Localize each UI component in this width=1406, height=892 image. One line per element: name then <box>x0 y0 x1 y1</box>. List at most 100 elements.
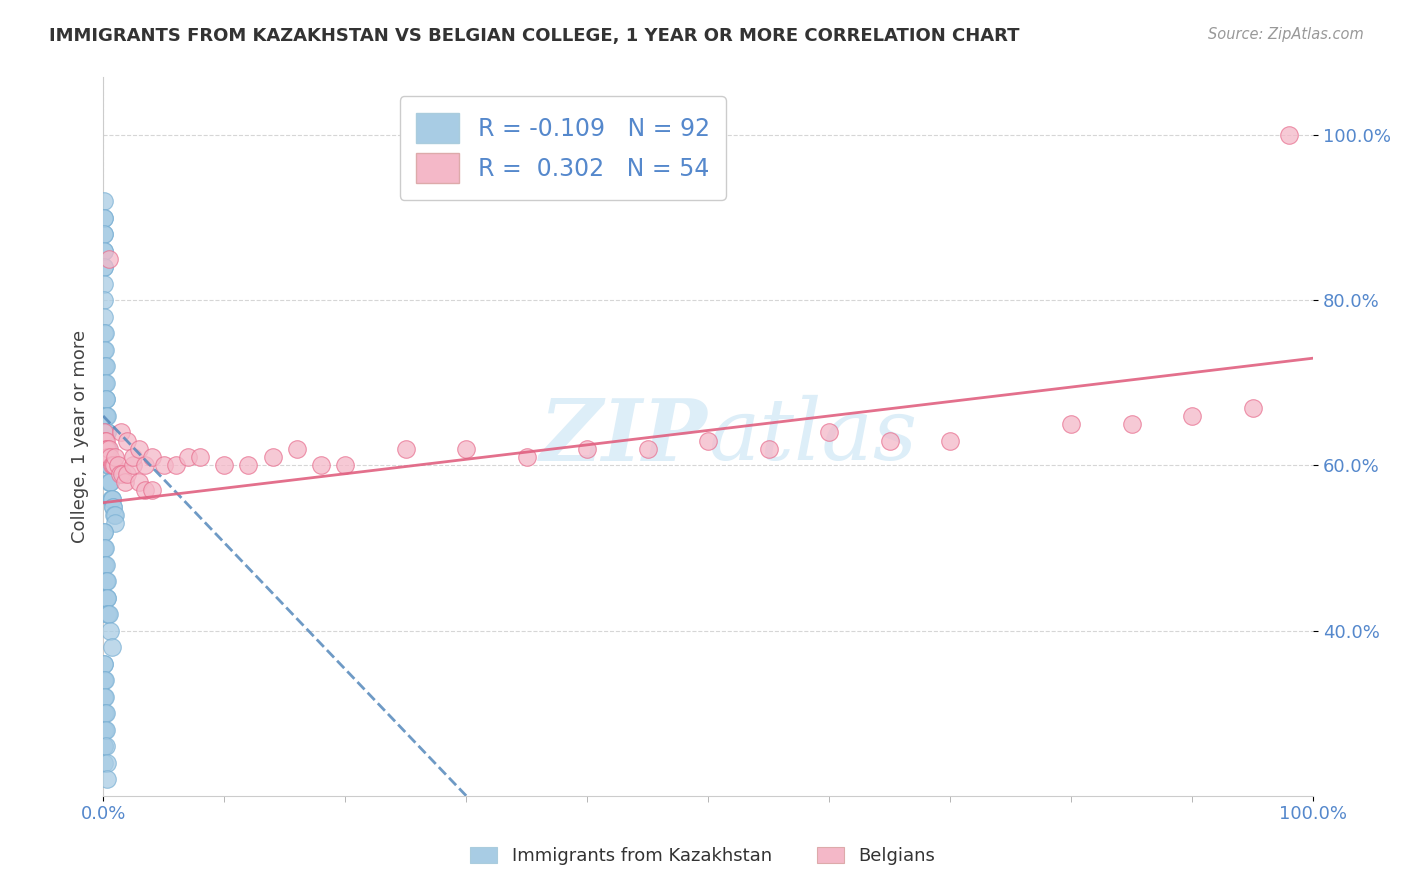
Point <box>98 475 121 489</box>
Point <box>110 425 132 440</box>
Point <box>93 211 115 225</box>
Point <box>94 558 117 572</box>
Point <box>576 442 599 456</box>
Point <box>101 458 124 473</box>
Point <box>93 558 115 572</box>
Point <box>96 392 118 407</box>
Point <box>93 260 115 275</box>
Point <box>103 500 125 514</box>
Point <box>516 450 538 465</box>
Point <box>101 500 124 514</box>
Point <box>758 442 780 456</box>
Point <box>93 376 115 390</box>
Point <box>98 475 121 489</box>
Point <box>637 442 659 456</box>
Point <box>100 491 122 506</box>
Point <box>100 475 122 489</box>
Point <box>93 657 115 671</box>
Point <box>96 607 118 621</box>
Point <box>117 434 139 448</box>
Point <box>100 640 122 654</box>
Point <box>96 425 118 440</box>
Point <box>94 392 117 407</box>
Point <box>93 541 115 555</box>
Point <box>93 293 115 308</box>
Point <box>96 574 118 588</box>
Point <box>96 772 118 787</box>
Point <box>97 607 120 621</box>
Point <box>94 723 117 737</box>
Point <box>177 450 200 465</box>
Point <box>103 458 125 473</box>
Point <box>333 458 356 473</box>
Point <box>104 516 127 531</box>
Point <box>141 483 163 498</box>
Point <box>94 706 117 721</box>
Point <box>97 458 120 473</box>
Point <box>93 673 115 688</box>
Point <box>96 591 118 605</box>
Point <box>879 434 901 448</box>
Point <box>122 450 145 465</box>
Point <box>818 425 841 440</box>
Point <box>94 723 117 737</box>
Point <box>107 458 129 473</box>
Point <box>93 739 115 754</box>
Point <box>108 467 131 481</box>
Point <box>96 450 118 465</box>
Point <box>134 458 156 473</box>
Point <box>697 434 720 448</box>
Point <box>456 442 478 456</box>
Point <box>93 326 115 341</box>
Point <box>128 475 150 489</box>
Point <box>93 524 115 539</box>
Point <box>141 450 163 465</box>
Point <box>94 376 117 390</box>
Point <box>238 458 260 473</box>
Point <box>939 434 962 448</box>
Point <box>104 508 127 522</box>
Point <box>94 359 117 374</box>
Text: atlas: atlas <box>709 395 917 478</box>
Point <box>188 450 211 465</box>
Point <box>94 673 117 688</box>
Point <box>122 458 145 473</box>
Point <box>101 491 124 506</box>
Legend: R = -0.109   N = 92, R =  0.302   N = 54: R = -0.109 N = 92, R = 0.302 N = 54 <box>399 96 727 200</box>
Point <box>262 450 284 465</box>
Point <box>93 673 115 688</box>
Point <box>96 574 118 588</box>
Point <box>94 574 117 588</box>
Point <box>96 425 118 440</box>
Point <box>100 450 122 465</box>
Point <box>104 450 127 465</box>
Point <box>93 343 115 357</box>
Point <box>117 467 139 481</box>
Point <box>96 591 118 605</box>
Point <box>212 458 235 473</box>
Point <box>93 194 115 209</box>
Point <box>96 425 118 440</box>
Point <box>93 227 115 242</box>
Point <box>93 425 115 440</box>
Point <box>165 458 187 473</box>
Point <box>93 310 115 324</box>
Point <box>93 706 115 721</box>
Point <box>96 409 118 423</box>
Point <box>94 558 117 572</box>
Point <box>96 442 118 456</box>
Point <box>111 467 134 481</box>
Point <box>93 558 115 572</box>
Text: IMMIGRANTS FROM KAZAKHSTAN VS BELGIAN COLLEGE, 1 YEAR OR MORE CORRELATION CHART: IMMIGRANTS FROM KAZAKHSTAN VS BELGIAN CO… <box>49 27 1019 45</box>
Text: Source: ZipAtlas.com: Source: ZipAtlas.com <box>1208 27 1364 42</box>
Point <box>1121 417 1143 432</box>
Point <box>94 376 117 390</box>
Point <box>93 260 115 275</box>
Point <box>100 491 122 506</box>
Point <box>93 706 115 721</box>
Point <box>94 326 117 341</box>
Point <box>96 442 118 456</box>
Point <box>93 227 115 242</box>
Point <box>93 657 115 671</box>
Point <box>94 706 117 721</box>
